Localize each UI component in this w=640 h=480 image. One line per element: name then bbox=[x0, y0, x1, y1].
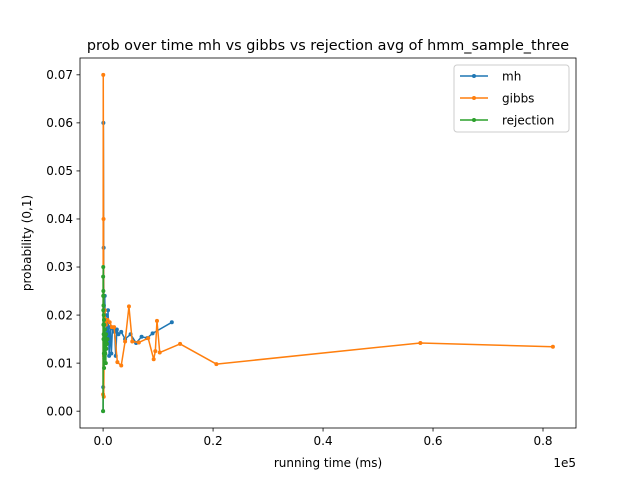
data-point-rejection bbox=[102, 356, 107, 361]
legend-item-gibbs: gibbs bbox=[460, 91, 534, 105]
data-point-gibbs bbox=[136, 340, 141, 345]
data-point-rejection bbox=[101, 265, 106, 270]
y-tick-label: 0.06 bbox=[46, 116, 73, 130]
legend: mh gibbs rejection bbox=[453, 64, 570, 133]
x-axis: 0.0 0.2 0.4 0.6 0.8 bbox=[94, 428, 553, 448]
legend-label-gibbs: gibbs bbox=[502, 91, 534, 105]
data-point-gibbs bbox=[126, 304, 131, 309]
data-point-rejection bbox=[104, 346, 109, 351]
legend-marker-gibbs bbox=[472, 96, 476, 100]
y-tick-label: 0.07 bbox=[46, 68, 73, 82]
data-point-gibbs bbox=[154, 318, 159, 323]
x-tick-label: 0.6 bbox=[423, 434, 442, 448]
data-point-rejection bbox=[105, 337, 110, 342]
data-point-mh bbox=[114, 327, 119, 332]
data-point-gibbs bbox=[157, 350, 162, 355]
data-point-gibbs bbox=[214, 362, 219, 367]
x-tick-label: 0.4 bbox=[314, 434, 333, 448]
series-layer bbox=[101, 72, 555, 414]
x-axis-multiplier: 1e5 bbox=[553, 456, 576, 470]
data-point-gibbs bbox=[101, 216, 106, 221]
plot-area bbox=[79, 57, 577, 429]
data-point-rejection bbox=[103, 361, 108, 366]
data-point-rejection bbox=[104, 341, 109, 346]
legend-marker-rejection bbox=[472, 118, 476, 122]
chart-title: prob over time mh vs gibbs vs rejection … bbox=[87, 38, 569, 54]
data-point-rejection bbox=[102, 365, 107, 370]
data-point-rejection bbox=[101, 274, 106, 279]
data-point-rejection bbox=[101, 317, 106, 322]
x-tick-label: 0.8 bbox=[533, 434, 552, 448]
y-axis: 0.00 0.01 0.02 0.03 0.04 0.05 0.06 0.07 bbox=[46, 68, 80, 418]
data-point-gibbs bbox=[115, 360, 120, 365]
x-tick-label: 0.0 bbox=[94, 434, 113, 448]
data-point-gibbs bbox=[130, 339, 135, 344]
data-point-rejection bbox=[103, 327, 108, 332]
data-point-rejection bbox=[104, 332, 109, 337]
data-point-gibbs bbox=[151, 357, 156, 362]
data-point-gibbs bbox=[153, 349, 158, 354]
legend-label-rejection: rejection bbox=[502, 113, 554, 127]
data-point-rejection bbox=[101, 409, 106, 414]
data-point-gibbs bbox=[123, 339, 128, 344]
legend-item-rejection: rejection bbox=[460, 113, 554, 127]
legend-marker-mh bbox=[472, 74, 476, 78]
y-tick-label: 0.00 bbox=[46, 404, 73, 418]
data-point-rejection bbox=[101, 289, 106, 294]
x-tick-label: 0.2 bbox=[204, 434, 223, 448]
legend-box bbox=[453, 64, 570, 133]
legend-label-mh: mh bbox=[502, 69, 521, 83]
data-point-mh bbox=[109, 351, 114, 356]
data-point-gibbs bbox=[550, 344, 555, 349]
plot-frame bbox=[79, 57, 577, 429]
data-point-gibbs bbox=[112, 325, 117, 330]
data-point-rejection bbox=[101, 313, 106, 318]
data-point-mh bbox=[139, 334, 144, 339]
data-point-gibbs bbox=[107, 320, 112, 325]
data-point-rejection bbox=[102, 322, 107, 327]
data-point-mh bbox=[119, 329, 124, 334]
data-point-gibbs bbox=[178, 341, 183, 346]
x-axis-label: running time (ms) bbox=[274, 456, 382, 470]
data-point-gibbs bbox=[418, 340, 423, 345]
data-point-gibbs bbox=[146, 336, 151, 341]
data-point-mh bbox=[150, 331, 155, 336]
data-point-mh bbox=[116, 332, 121, 337]
y-tick-label: 0.02 bbox=[46, 308, 73, 322]
data-point-mh bbox=[106, 308, 111, 313]
legend-item-mh: mh bbox=[460, 69, 521, 83]
data-point-rejection bbox=[103, 351, 108, 356]
data-point-rejection bbox=[101, 293, 106, 298]
data-point-gibbs bbox=[119, 363, 124, 368]
data-point-gibbs bbox=[101, 72, 106, 77]
y-tick-label: 0.04 bbox=[46, 212, 73, 226]
data-point-rejection bbox=[101, 308, 106, 313]
y-tick-label: 0.01 bbox=[46, 356, 73, 370]
legend-items: mh gibbs rejection bbox=[460, 69, 554, 127]
y-axis-label: probability (0,1) bbox=[20, 195, 34, 291]
series-rejection bbox=[101, 265, 110, 414]
y-tick-label: 0.05 bbox=[46, 164, 73, 178]
y-tick-label: 0.03 bbox=[46, 260, 73, 274]
data-point-rejection bbox=[101, 303, 106, 308]
data-point-mh bbox=[169, 320, 174, 325]
